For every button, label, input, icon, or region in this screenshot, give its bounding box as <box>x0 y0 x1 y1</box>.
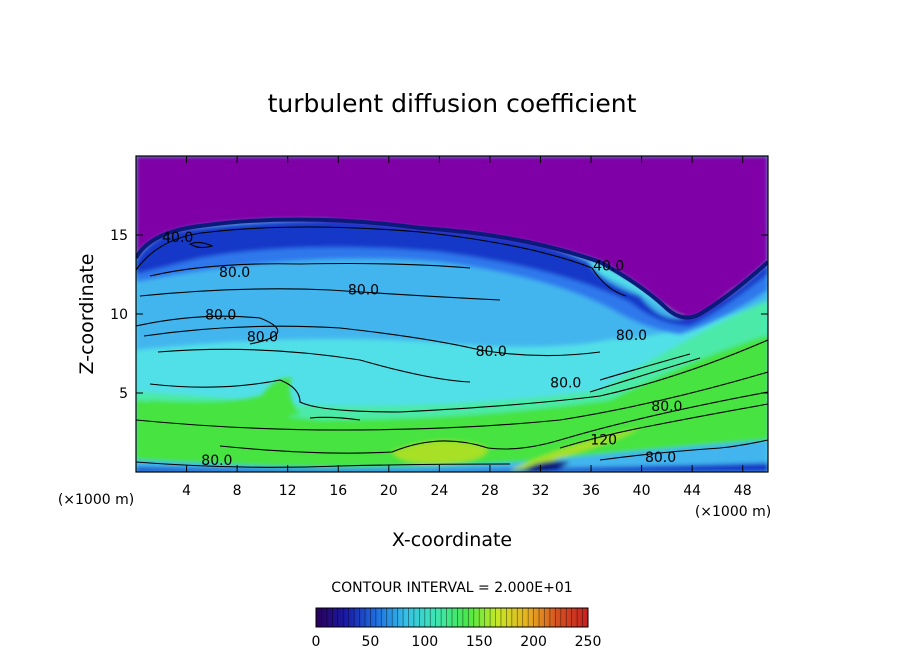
x-axis-ticks: 4 8 12 16 20 24 28 32 36 40 44 48 <box>182 156 752 499</box>
contour-line <box>149 262 471 277</box>
contour-label: 80.0 <box>550 376 581 392</box>
colorbar-tick-label: 200 <box>520 634 547 650</box>
contour-line <box>188 241 214 249</box>
contour-line <box>136 315 279 345</box>
x-tick-label: 32 <box>532 483 550 499</box>
x-unit-right: (×1000 m) <box>695 504 771 520</box>
x-unit-left: (×1000 m) <box>58 492 134 508</box>
contour-line <box>143 325 601 357</box>
contour-line <box>599 353 691 381</box>
contour-labels: 40.0 80.0 80.0 80.0 80.0 40.0 80.0 80.0 80.0 80.0… <box>162 230 682 469</box>
x-tick-label: 28 <box>481 483 499 499</box>
y-tick-label: 5 <box>119 386 128 402</box>
field-upper-blue <box>136 220 768 334</box>
x-tick-label: 44 <box>683 483 701 499</box>
x-tick-label: 40 <box>633 483 651 499</box>
cloud-top-edge <box>136 217 768 320</box>
contour-label: 80.0 <box>205 308 236 324</box>
contour-label: 80.0 <box>348 282 379 298</box>
chart-title: turbulent diffusion coefficient <box>268 89 637 118</box>
contour-line <box>136 461 511 468</box>
x-tick-label: 36 <box>582 483 600 499</box>
contour-line <box>157 348 471 383</box>
contour-label: 80.0 <box>247 330 278 346</box>
field-yellow-pocket <box>392 440 488 464</box>
x-tick-label: 16 <box>329 483 347 499</box>
field-upper-region <box>136 156 768 318</box>
contour-label: 80.0 <box>476 344 507 360</box>
x-tick-label: 4 <box>182 483 191 499</box>
x-tick-label: 48 <box>734 483 752 499</box>
colorbar-tick-label: 150 <box>466 634 493 650</box>
field-green-tongue <box>150 377 300 425</box>
contour-line <box>136 226 627 297</box>
contour-lines <box>136 226 768 468</box>
x-tick-label: 12 <box>279 483 297 499</box>
y-tick-label: 15 <box>110 228 128 244</box>
contour-label: 40.0 <box>593 259 624 275</box>
contour-label: 120 <box>590 432 617 448</box>
field-yellow-streak <box>510 428 640 470</box>
colorbar-tick-labels: 0 50 100 150 200 250 <box>312 634 602 650</box>
contour-line <box>309 416 361 421</box>
contour-line <box>136 371 768 431</box>
contour-line <box>589 357 701 393</box>
y-axis-label: Z-coordinate <box>76 254 98 375</box>
contour-line <box>559 403 768 449</box>
colorbar <box>315 607 589 628</box>
heatmap-field <box>136 156 768 472</box>
x-tick-label: 20 <box>380 483 398 499</box>
contour-label: 80.0 <box>645 450 676 466</box>
contour-label: 40.0 <box>162 230 193 246</box>
x-tick-label: 24 <box>430 483 448 499</box>
contour-label: 80.0 <box>616 328 647 344</box>
contour-line <box>149 339 768 413</box>
contour-label: 80.0 <box>201 453 232 469</box>
colorbar-tick-label: 50 <box>361 634 379 650</box>
x-tick-label: 8 <box>233 483 242 499</box>
contour-line <box>139 288 501 301</box>
colorbar-tick-label: 0 <box>312 634 321 650</box>
field-dark-pocket <box>520 461 570 472</box>
field-blue-band <box>136 220 768 326</box>
colorbar-tick-label: 250 <box>575 634 602 650</box>
field-bottom-blue <box>136 463 768 472</box>
field-bottom-sky <box>136 440 768 472</box>
colorbar-frame <box>315 607 589 628</box>
y-tick-label: 10 <box>110 307 128 323</box>
colorbar-tick-label: 100 <box>411 634 438 650</box>
y-axis-ticks: 5 10 15 <box>110 228 768 402</box>
contour-label: 80.0 <box>219 265 250 281</box>
contour-interval-text: CONTOUR INTERVAL = 2.000E+01 <box>331 580 572 596</box>
x-axis-label: X-coordinate <box>392 529 512 551</box>
contour-line <box>599 439 768 461</box>
contour-label: 80.0 <box>651 399 682 415</box>
contour-line <box>219 391 768 454</box>
